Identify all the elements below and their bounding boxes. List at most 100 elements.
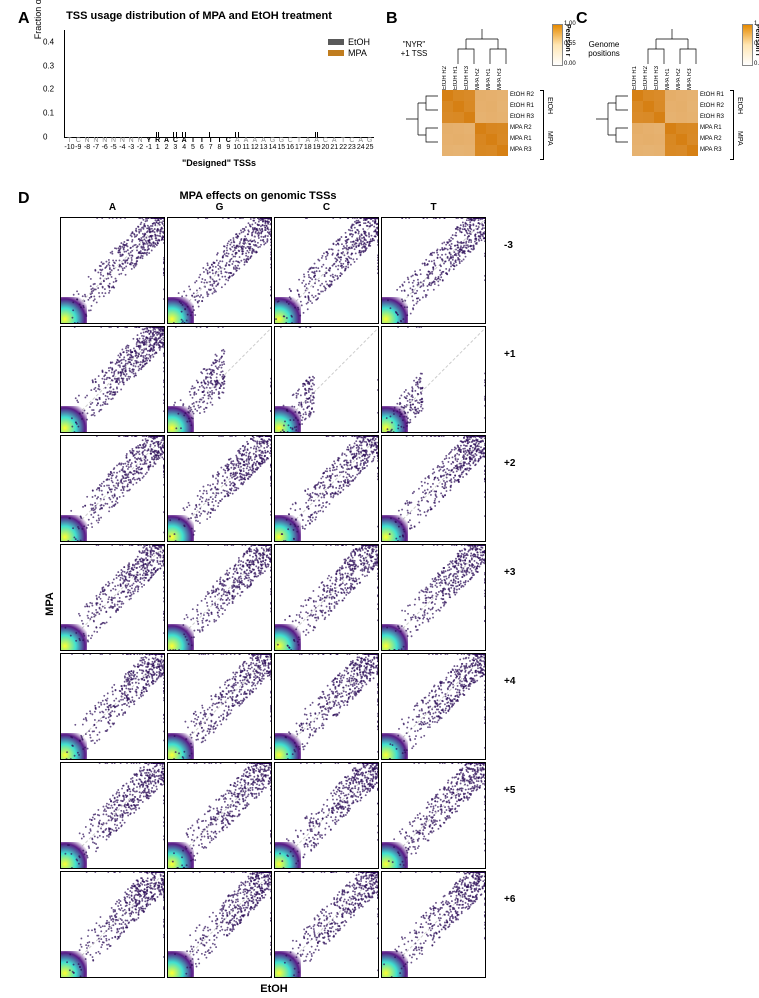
scatter-cell [167,435,272,542]
heatmap-cell [643,101,654,112]
panel-D-title: MPA effects on genomic TSSs [48,190,468,202]
scatter-cell [274,217,379,324]
heatmap-cell [687,90,698,101]
barchart-legend: EtOHMPA [328,36,370,59]
heatmap-cell [632,101,643,112]
panel-B-heatmap [442,90,508,156]
heatmap-cell [497,123,508,134]
heatmap-cell [665,134,676,145]
heatmap-cell [475,90,486,101]
heatmap-cell [643,123,654,134]
heatmap-cell [654,101,665,112]
col-label: EtOH R3 [464,66,475,90]
ytick: 0.2 [43,85,54,94]
panel-B-brace: EtOH MPA [540,90,544,160]
panel-C-label: C [576,10,588,28]
scatter-cell [167,326,272,433]
heatmap-cell [442,145,453,156]
scatter-cell: 0255075100 [60,435,165,542]
col-label: MPA R3 [497,66,508,90]
heatmap-cell [442,90,453,101]
row-label: MPA R3 [510,145,534,156]
panel-A: A TSS usage distribution of MPA and EtOH… [24,10,374,154]
heatmap-cell [475,123,486,134]
colorbar-gradient [742,24,753,66]
heatmap-cell [665,123,676,134]
scatter-cell [381,653,486,760]
group-label: MPA [546,131,553,146]
panel-B-colorbar: 1.00 0.55 0.00 Pearson r [552,24,561,64]
row-label: +4 [504,676,515,687]
dendrogram-left [588,86,628,156]
col-label: MPA R2 [676,66,687,90]
ytick: 0.3 [43,61,54,70]
heatmap-cell [453,90,464,101]
heatmap-cell [676,90,687,101]
scatter-cell [274,544,379,651]
heatmap-cell [665,145,676,156]
heatmap-cell [687,123,698,134]
dendrogram-top [446,24,516,64]
heatmap-cell [453,134,464,145]
row-label: MPA R2 [700,134,724,145]
heatmap-cell [464,101,475,112]
cbar-title: Pearson r [754,24,759,56]
heatmap-cell [632,134,643,145]
heatmap-cell [643,134,654,145]
col-label: MPA R1 [665,66,676,90]
scatter-cell [274,653,379,760]
panel-C-brace: EtOH MPA [730,90,734,160]
panel-B-col-labels: EtOH R2EtOH R1EtOH R3MPA R2MPA R1MPA R3 [442,66,508,90]
row-label: MPA R3 [700,145,724,156]
scatter-cell [381,217,486,324]
heatmap-cell [632,145,643,156]
cbar-title: Pearson r [564,24,571,56]
heatmap-cell [464,90,475,101]
col-head: G [167,202,272,213]
heatmap-cell [676,101,687,112]
heatmap-cell [486,145,497,156]
heatmap-cell [676,145,687,156]
ytick: 0.4 [43,37,54,46]
heatmap-cell [442,101,453,112]
col-label: EtOH R2 [442,66,453,90]
panel-D: D MPA effects on genomic TSSs AGCT MPA P… [24,190,744,978]
row-label: +6 [504,894,515,905]
panel-A-label: A [18,10,30,28]
scatter-cell: 0255075100 [167,871,272,978]
scatter-cell [274,326,379,433]
col-label: MPA R3 [687,66,698,90]
ytick: 0 [43,133,47,142]
scatter-cell [274,762,379,869]
heatmap-cell [654,134,665,145]
heatmap-cell [453,101,464,112]
heatmap-cell [442,123,453,134]
heatmap-cell [475,101,486,112]
heatmap-cell [676,112,687,123]
row-label: EtOH R1 [510,101,534,112]
scatter-cell [381,326,486,433]
heatmap-cell [453,145,464,156]
row-label: +5 [504,785,515,796]
col-label: MPA R2 [475,66,486,90]
scatter-cell: 0255075100 [274,871,379,978]
heatmap-cell [475,134,486,145]
heatmap-cell [442,134,453,145]
heatmap-cell [497,112,508,123]
panel-D-col-heads: AGCT [60,202,744,213]
heatmap-cell [654,123,665,134]
row-label: MPA R1 [510,134,534,145]
xtick: G25 [365,137,375,151]
row-label: MPA R1 [700,123,724,134]
heatmap-cell [665,101,676,112]
panel-B-title: "NYR" +1 TSS [394,40,434,58]
heatmap-cell [497,134,508,145]
heatmap-cell [687,101,698,112]
scatter-cell [274,435,379,542]
heatmap-cell [643,90,654,101]
group-label: MPA [736,131,743,146]
panel-C-col-labels: EtOH R1EtOH R2EtOH R3MPA R1MPA R2MPA R3 [632,66,698,90]
barchart-ylabel: Fraction of TSS usage [33,0,43,39]
heatmap-cell [654,145,665,156]
group-label: EtOH [736,97,743,114]
